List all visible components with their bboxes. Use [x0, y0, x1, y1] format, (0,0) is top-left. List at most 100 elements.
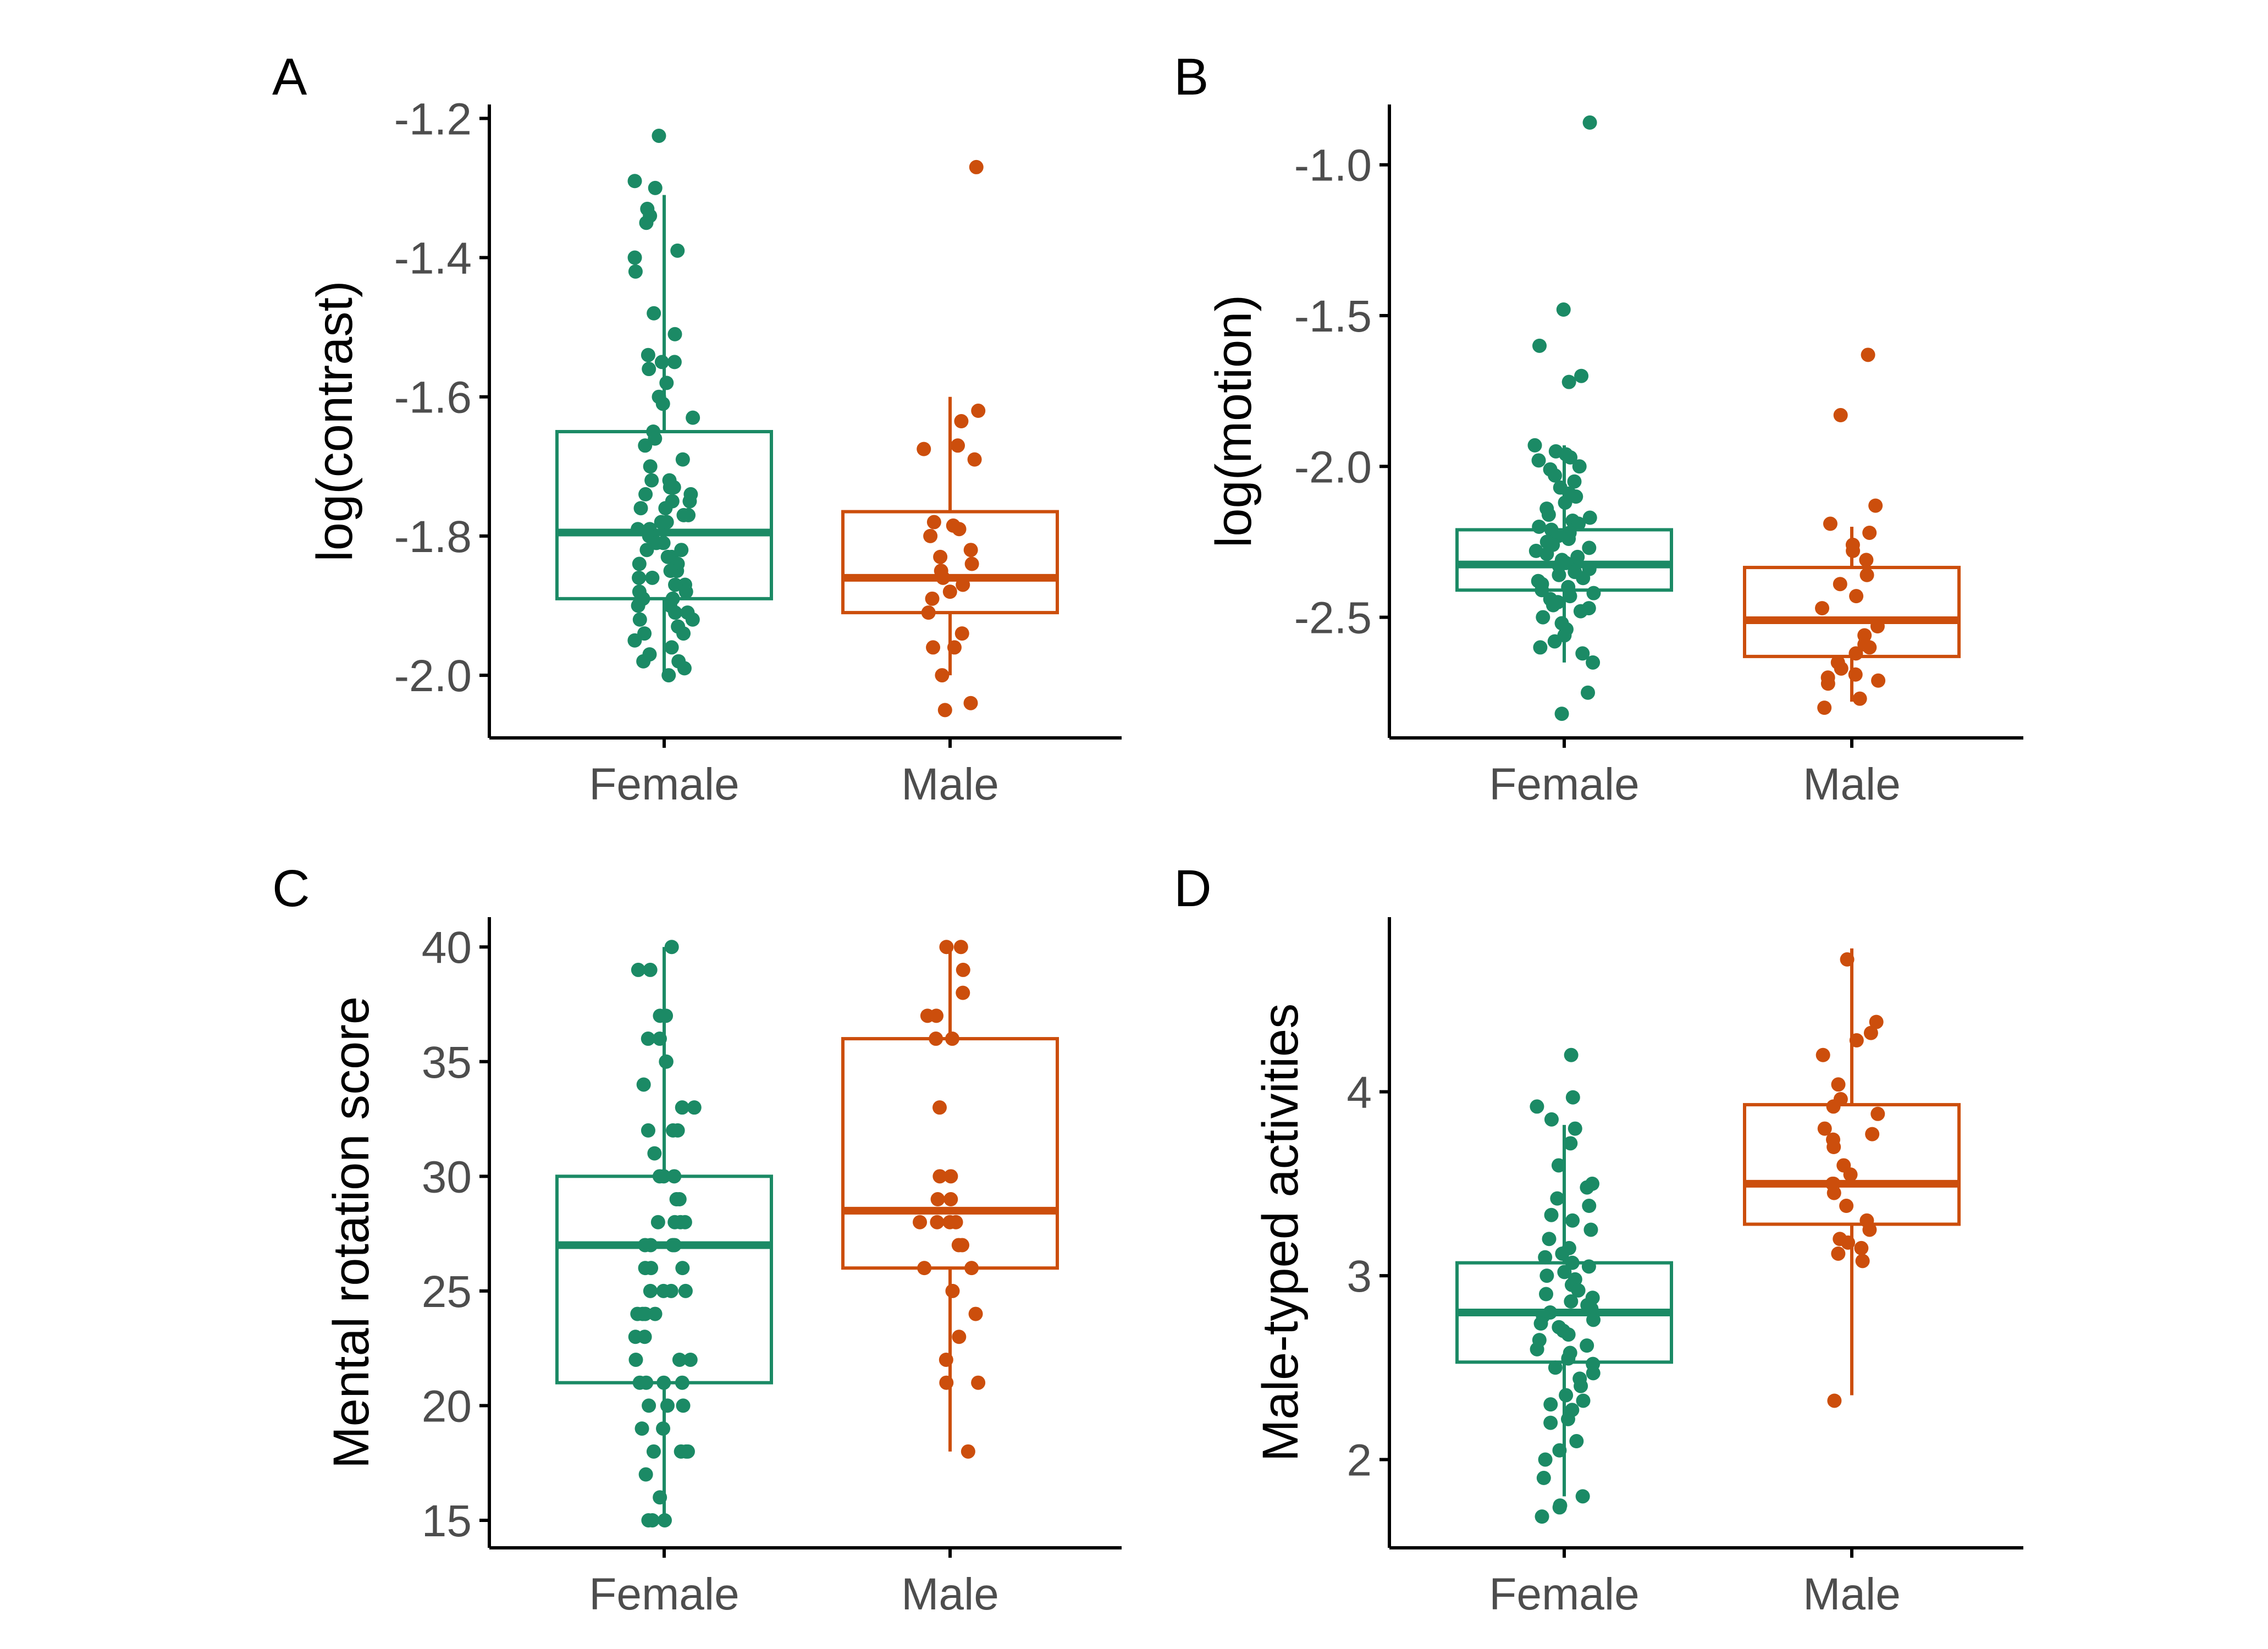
- data-point: [667, 1215, 682, 1229]
- data-point: [1550, 1191, 1565, 1206]
- y-tick-label: 15: [422, 1496, 472, 1546]
- data-point: [668, 577, 683, 592]
- data-point: [1817, 701, 1832, 715]
- data-point: [1559, 1388, 1574, 1403]
- data-point: [687, 1100, 702, 1115]
- data-point: [632, 612, 647, 627]
- data-point: [1551, 1158, 1566, 1173]
- data-point: [638, 438, 653, 453]
- x-tick-label: Male: [901, 1569, 999, 1619]
- data-point: [682, 494, 697, 509]
- y-tick-label: 25: [422, 1267, 472, 1317]
- data-point: [1565, 1090, 1580, 1105]
- data-point: [1554, 707, 1569, 721]
- data-point: [929, 1008, 943, 1023]
- data-point: [1820, 676, 1835, 691]
- data-point: [659, 515, 674, 530]
- data-point: [1535, 583, 1549, 598]
- y-tick-label: 3: [1347, 1251, 1372, 1301]
- data-point: [642, 1398, 656, 1413]
- data-point: [1582, 541, 1597, 555]
- data-point: [1533, 640, 1548, 655]
- y-axis-title: Male-typed activities: [1252, 1003, 1309, 1462]
- data-point: [1544, 1207, 1559, 1222]
- data-point: [1547, 634, 1562, 649]
- data-point: [637, 1330, 652, 1344]
- data-point: [926, 640, 941, 655]
- data-point: [1849, 1033, 1864, 1048]
- data-point: [638, 1467, 653, 1482]
- data-point: [1865, 1127, 1880, 1141]
- data-point: [641, 1123, 655, 1138]
- panel-letter: B: [1174, 48, 1209, 106]
- data-point: [932, 1169, 947, 1184]
- panel-letter: C: [272, 859, 310, 918]
- data-point: [1561, 1351, 1576, 1366]
- data-point: [675, 1100, 689, 1115]
- data-point: [661, 668, 676, 683]
- iqr-box: [1743, 1103, 1961, 1226]
- data-point: [933, 549, 948, 564]
- y-tick-label: -1.6: [394, 373, 472, 423]
- data-point: [643, 459, 658, 474]
- data-point: [1833, 577, 1847, 592]
- data-point: [1564, 1294, 1579, 1309]
- data-point: [1834, 661, 1848, 676]
- data-point: [935, 668, 950, 683]
- data-point: [939, 1375, 954, 1390]
- data-point: [638, 1238, 653, 1253]
- data-point: [642, 362, 656, 377]
- data-point: [1581, 685, 1596, 700]
- data-point: [666, 1123, 681, 1138]
- data-point: [1546, 598, 1560, 613]
- data-point: [1862, 640, 1877, 655]
- data-point: [663, 564, 678, 578]
- y-tick-label: -2.0: [1294, 442, 1372, 492]
- panel-letter: A: [272, 48, 307, 106]
- data-point: [1859, 567, 1874, 582]
- data-point: [660, 1398, 675, 1413]
- data-point: [643, 962, 658, 977]
- data-point: [963, 696, 978, 710]
- data-point: [913, 1215, 928, 1229]
- boxplot-male: [1743, 948, 1961, 1408]
- x-tick-label: Male: [901, 759, 999, 809]
- data-point: [1558, 495, 1572, 510]
- panel-d: D Male-typed activities 4 3 2 Female Male: [1174, 859, 2023, 1619]
- data-point: [653, 1008, 667, 1023]
- data-point: [644, 1261, 659, 1276]
- y-tick-label: 30: [422, 1152, 472, 1202]
- data-point: [1548, 1360, 1563, 1375]
- data-point: [627, 174, 642, 189]
- data-point: [1823, 516, 1837, 531]
- data-point: [1848, 646, 1863, 661]
- data-point: [665, 1238, 680, 1253]
- data-point: [954, 414, 969, 428]
- data-point: [631, 598, 645, 613]
- data-point: [923, 528, 938, 543]
- data-point: [675, 1375, 689, 1390]
- data-point: [677, 1215, 692, 1229]
- data-point: [675, 1261, 690, 1276]
- data-point: [648, 431, 663, 446]
- data-point: [1535, 1509, 1549, 1524]
- data-point: [1586, 1366, 1601, 1381]
- data-point: [1582, 510, 1597, 525]
- data-point: [1552, 1500, 1567, 1515]
- data-point: [1564, 1047, 1579, 1062]
- iqr-box: [555, 429, 773, 600]
- data-point: [656, 1421, 671, 1436]
- data-point: [1849, 589, 1864, 604]
- data-point: [936, 570, 951, 585]
- boxplot-male: [841, 159, 1059, 718]
- data-point: [939, 1352, 953, 1367]
- data-point: [1869, 1014, 1884, 1029]
- iqr-box: [555, 1174, 773, 1385]
- x-tick-label: Female: [1489, 759, 1639, 809]
- y-tick-label: 20: [422, 1381, 472, 1431]
- data-point: [1586, 1312, 1601, 1327]
- data-point: [945, 1283, 960, 1298]
- data-point: [672, 1352, 687, 1367]
